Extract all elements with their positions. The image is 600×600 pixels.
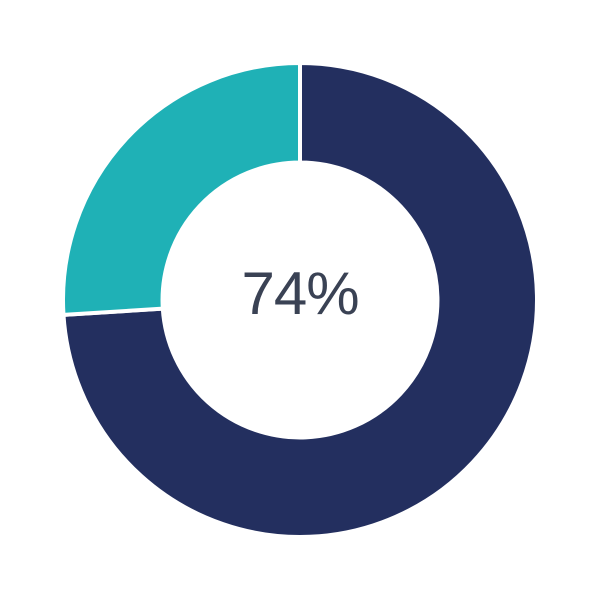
donut-segment-value[interactable] — [61, 60, 540, 539]
donut-segment-remainder[interactable] — [61, 60, 302, 318]
